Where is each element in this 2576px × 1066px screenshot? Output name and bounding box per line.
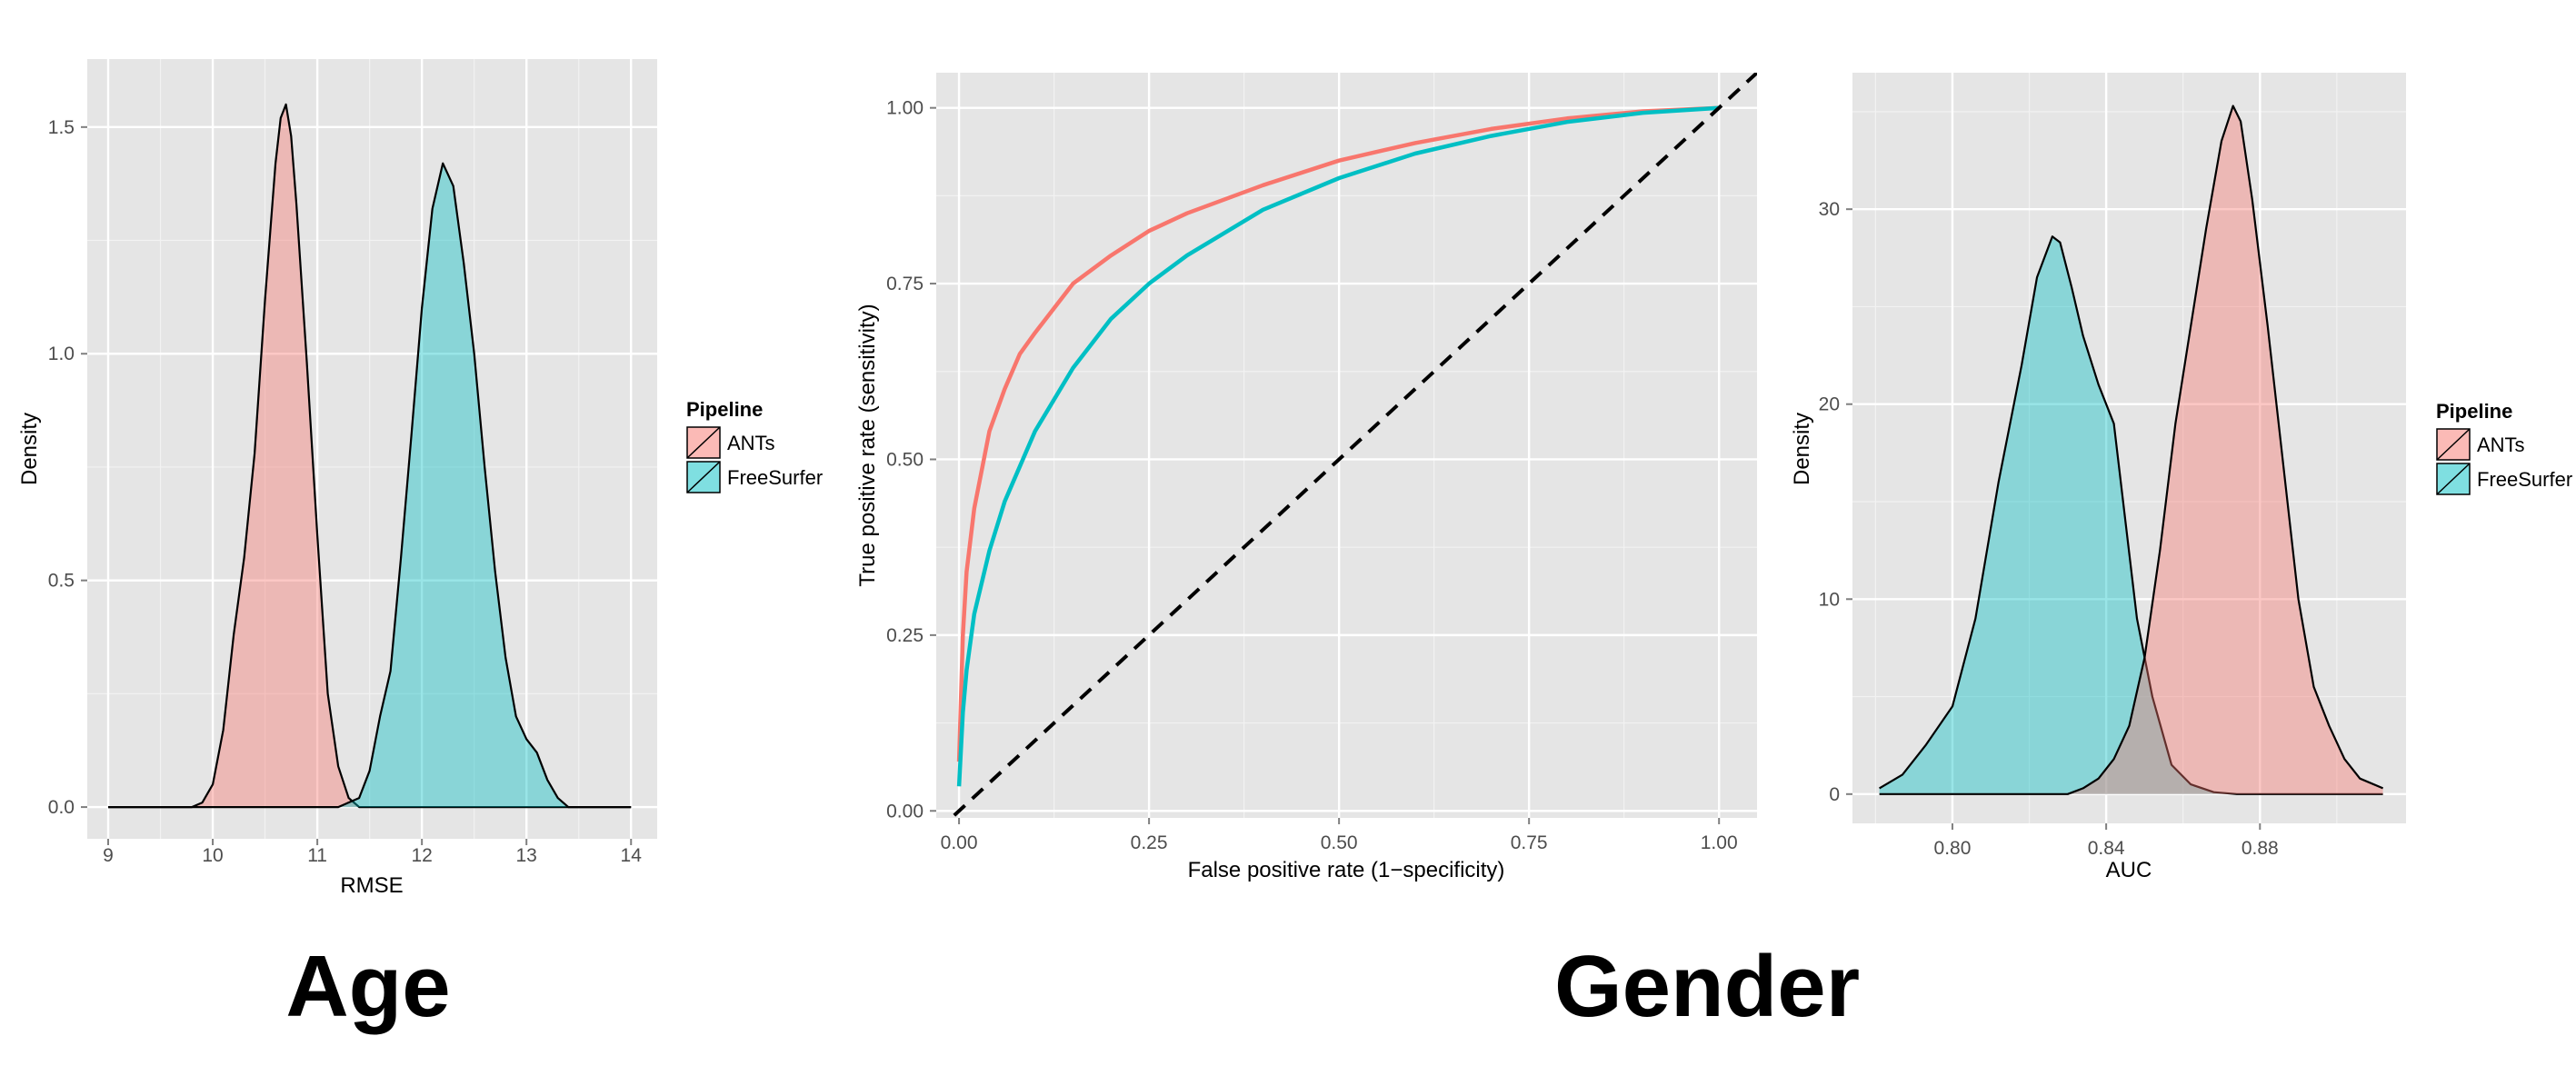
x-axis-title: False positive rate (1−specificity)	[1188, 858, 1505, 882]
x-tick-label: 0.88	[2242, 838, 2279, 859]
roc-plot: 0.00 0.25 0.50 0.75 1.00 0.00 0.25 0.50 0.75 1.0…	[855, 73, 1757, 882]
legend-label-freesurfer: FreeSurfer	[2477, 468, 2572, 491]
roc-curves	[948, 73, 1757, 818]
x-tick-label: 10	[202, 845, 223, 866]
x-axis-ticks: 9 10 11 12 13 14	[103, 839, 642, 866]
legend-title: Pipeline	[686, 398, 763, 421]
x-tick-label: 13	[516, 845, 537, 866]
x-tick-label: 0.84	[2088, 838, 2125, 859]
y-tick-label: 0	[1829, 784, 1840, 805]
legend-pipeline-age: Pipeline ANTs FreeSurfer	[686, 398, 823, 493]
caption-age: Age	[285, 938, 450, 1035]
grid-lines	[87, 59, 657, 839]
x-tick-label: 11	[307, 845, 327, 866]
roc-curve-freesurfer	[956, 105, 1720, 787]
y-tick-label: 0.25	[886, 625, 924, 646]
x-axis-ticks: 0.80 0.84 0.88	[1934, 823, 2279, 859]
plot-background	[87, 59, 657, 839]
x-tick-label: 0.00	[941, 832, 978, 853]
legend-label-ants: ANTs	[727, 432, 775, 454]
density-outline-ants	[108, 103, 632, 809]
grid-lines	[1852, 73, 2406, 823]
x-tick-label: 0.80	[1934, 838, 1972, 859]
x-tick-label: 9	[103, 845, 114, 866]
legend-key-freesurfer-slash	[2436, 463, 2471, 495]
x-tick-label: 14	[621, 845, 643, 866]
y-tick-label: 10	[1819, 589, 1840, 610]
density-area-freesurfer	[1879, 236, 2383, 794]
legend-key-freesurfer-slash	[686, 461, 721, 493]
y-axis-title: Density	[1790, 413, 1814, 485]
x-axis-ticks: 0.00 0.25 0.50 0.75 1.00	[941, 818, 1738, 853]
y-tick-label: 1.5	[48, 117, 75, 138]
density-outline-ants	[1879, 105, 2384, 795]
x-tick-label: 1.00	[1701, 832, 1738, 853]
legend-label-ants: ANTs	[2477, 433, 2525, 456]
age-density-plot: 9 10 11 12 13 14 0.0 0.5 1.0 1.5 RMSE Density	[17, 59, 657, 898]
caption-gender: Gender	[1554, 938, 1860, 1035]
x-tick-label: 0.50	[1321, 832, 1358, 853]
legend-pipeline-gender: Pipeline ANTs FreeSurfer	[2436, 400, 2572, 495]
legend-title: Pipeline	[2436, 400, 2512, 423]
legend-key-ants-slash	[2436, 428, 2471, 461]
density-areas	[1879, 105, 2384, 795]
y-tick-label: 30	[1819, 199, 1840, 220]
x-axis-title: RMSE	[340, 873, 403, 898]
plot-background	[936, 73, 1757, 818]
y-axis-title: True positive rate (sensitivity)	[855, 304, 880, 586]
y-tick-label: 1.0	[48, 344, 75, 364]
x-tick-label: 0.25	[1131, 832, 1168, 853]
legend-key-ants-slash	[686, 426, 721, 459]
density-area-ants	[108, 104, 632, 808]
x-axis-title: AUC	[2106, 858, 2152, 882]
y-axis-ticks: 0.0 0.5 1.0 1.5	[48, 117, 87, 818]
y-axis-ticks: 0 10 20 30	[1819, 199, 1852, 805]
y-axis-title: Density	[17, 413, 42, 485]
y-axis-ticks: 0.00 0.25 0.50 0.75 1.00	[886, 98, 936, 822]
density-area-freesurfer	[108, 163, 632, 808]
legend-label-freesurfer: FreeSurfer	[727, 466, 823, 489]
y-tick-label: 0.50	[886, 449, 924, 470]
y-tick-label: 0.0	[48, 797, 75, 818]
y-tick-label: 0.75	[886, 274, 924, 294]
x-tick-label: 12	[411, 845, 432, 866]
density-area-ants	[1879, 105, 2383, 794]
y-tick-label: 0.00	[886, 801, 924, 822]
density-areas	[108, 103, 632, 809]
y-tick-label: 20	[1819, 394, 1840, 415]
plot-background	[1852, 73, 2406, 823]
density-outline-freesurfer	[1879, 235, 2383, 795]
y-tick-label: 1.00	[886, 98, 924, 119]
density-outline-freesurfer	[108, 162, 632, 809]
roc-curve-ants	[956, 105, 1720, 762]
x-tick-label: 0.75	[1511, 832, 1548, 853]
y-tick-label: 0.5	[48, 571, 75, 592]
auc-density-plot: 0.80 0.84 0.88 0 10 20 30 AUC Density	[1790, 73, 2406, 882]
